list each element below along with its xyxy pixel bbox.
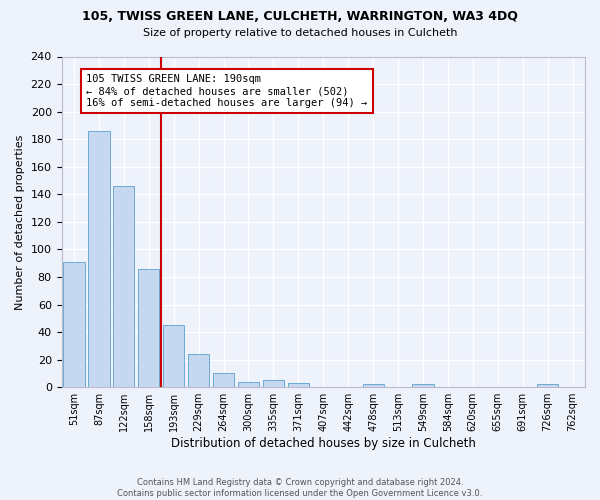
Bar bbox=[138, 268, 160, 387]
Bar bbox=[288, 383, 309, 387]
Text: Contains HM Land Registry data © Crown copyright and database right 2024.
Contai: Contains HM Land Registry data © Crown c… bbox=[118, 478, 482, 498]
Bar bbox=[188, 354, 209, 387]
Bar bbox=[88, 131, 110, 387]
Bar bbox=[362, 384, 384, 387]
Bar bbox=[263, 380, 284, 387]
Bar bbox=[213, 374, 234, 387]
Bar bbox=[113, 186, 134, 387]
Bar bbox=[412, 384, 434, 387]
Text: Size of property relative to detached houses in Culcheth: Size of property relative to detached ho… bbox=[143, 28, 457, 38]
Text: 105 TWISS GREEN LANE: 190sqm
← 84% of detached houses are smaller (502)
16% of s: 105 TWISS GREEN LANE: 190sqm ← 84% of de… bbox=[86, 74, 368, 108]
Text: 105, TWISS GREEN LANE, CULCHETH, WARRINGTON, WA3 4DQ: 105, TWISS GREEN LANE, CULCHETH, WARRING… bbox=[82, 10, 518, 23]
Bar bbox=[163, 325, 184, 387]
Bar bbox=[238, 382, 259, 387]
Bar bbox=[64, 262, 85, 387]
X-axis label: Distribution of detached houses by size in Culcheth: Distribution of detached houses by size … bbox=[171, 437, 476, 450]
Y-axis label: Number of detached properties: Number of detached properties bbox=[15, 134, 25, 310]
Bar bbox=[537, 384, 558, 387]
